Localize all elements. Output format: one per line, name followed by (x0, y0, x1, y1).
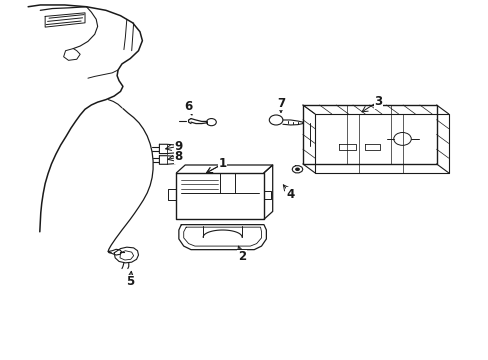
Text: 1: 1 (218, 157, 226, 170)
Text: 4: 4 (286, 188, 294, 201)
Text: 7: 7 (276, 97, 285, 110)
Text: 5: 5 (126, 275, 134, 288)
Text: 3: 3 (373, 95, 382, 108)
Text: 6: 6 (184, 100, 192, 113)
Text: 8: 8 (174, 150, 183, 163)
Text: 9: 9 (174, 140, 183, 153)
Text: 1: 1 (218, 157, 226, 170)
Circle shape (294, 167, 299, 171)
Text: 2: 2 (238, 250, 245, 263)
